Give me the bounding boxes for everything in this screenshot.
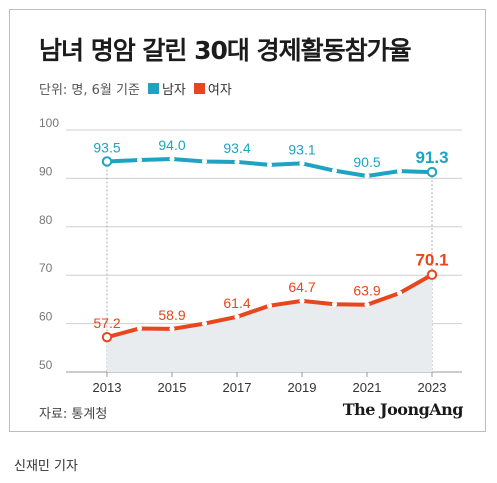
y-tick-label: 70 xyxy=(39,261,53,275)
x-tick-label: 2019 xyxy=(288,380,317,395)
women-point xyxy=(234,314,240,320)
x-tick-label: 2021 xyxy=(353,380,382,395)
x-tick-label: 2017 xyxy=(223,380,252,395)
source-note: 자료: 통계청 xyxy=(39,407,108,422)
men-point xyxy=(234,159,240,165)
women-point xyxy=(201,321,208,327)
women-point xyxy=(396,290,403,296)
men-point xyxy=(364,173,370,179)
men-data-label: 91.3 xyxy=(415,148,448,167)
legend-label-men: 남자 xyxy=(161,83,186,98)
men-data-label: 93.5 xyxy=(93,139,120,155)
men-point xyxy=(136,157,143,163)
y-tick-label: 90 xyxy=(39,164,53,178)
women-point xyxy=(266,303,273,309)
men-point xyxy=(169,156,175,162)
legend-swatch-women xyxy=(193,83,205,94)
brand-logo: The JoongAng xyxy=(342,400,464,419)
men-point xyxy=(201,158,208,165)
women-point xyxy=(426,269,438,280)
legend-label-women: 여자 xyxy=(207,83,232,98)
women-point xyxy=(364,302,370,308)
women-point xyxy=(331,301,338,307)
y-tick-label: 80 xyxy=(39,213,53,227)
women-point xyxy=(136,325,143,332)
men-point xyxy=(331,168,338,174)
women-point xyxy=(101,331,113,343)
men-data-label: 93.4 xyxy=(223,140,250,156)
women-data-label: 57.2 xyxy=(93,315,120,331)
men-point xyxy=(426,166,438,178)
byline: 신재민 기자 xyxy=(14,459,78,474)
women-data-label: 64.7 xyxy=(288,279,315,295)
y-tick-label: 50 xyxy=(39,358,53,372)
men-point xyxy=(299,160,305,166)
men-data-label: 94.0 xyxy=(158,137,185,153)
men-data-label: 93.1 xyxy=(288,141,315,157)
unit-note: 단위: 명, 6월 기준 xyxy=(39,83,140,98)
x-tick-label: 2015 xyxy=(158,380,187,395)
men-line xyxy=(105,157,434,178)
women-point xyxy=(299,298,305,304)
men-point xyxy=(396,168,403,174)
x-tick-label: 2013 xyxy=(93,380,122,395)
x-tick-label: 2023 xyxy=(418,380,447,395)
women-area xyxy=(107,274,432,372)
legend: 단위: 명, 6월 기준 남자 여자 xyxy=(39,79,232,98)
legend-swatch-men xyxy=(147,83,159,94)
women-data-label: 61.4 xyxy=(223,295,250,311)
men-point xyxy=(101,156,113,167)
women-data-label: 63.9 xyxy=(353,283,380,299)
men-data-label: 90.5 xyxy=(353,154,380,170)
men-point xyxy=(266,162,273,168)
women-point xyxy=(169,326,175,332)
women-data-label: 58.9 xyxy=(158,307,185,323)
chart-title: 남녀 명암 갈린 30대 경제활동참가율 xyxy=(39,36,412,65)
y-tick-label: 100 xyxy=(39,116,59,130)
y-tick-label: 60 xyxy=(39,310,53,324)
women-data-label: 70.1 xyxy=(415,251,448,270)
